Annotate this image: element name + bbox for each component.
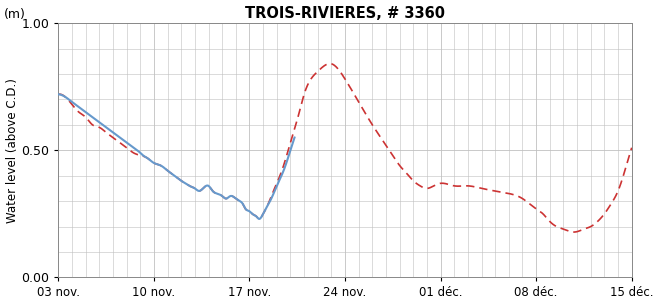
Text: (m): (m)	[4, 8, 26, 20]
Title: TROIS-RIVIERES, # 3360: TROIS-RIVIERES, # 3360	[245, 5, 445, 20]
Y-axis label: Water level (above C.D.): Water level (above C.D.)	[5, 78, 18, 223]
